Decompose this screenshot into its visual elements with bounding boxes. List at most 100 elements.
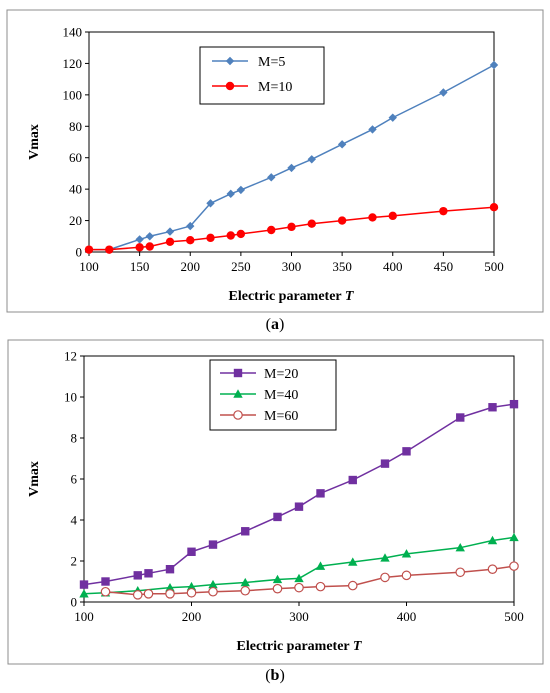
- data-point-m-40: [240, 577, 250, 587]
- data-point-m-10: [186, 236, 195, 245]
- x-axis-label-b: Electric parameter T: [237, 639, 363, 654]
- x-tick-label: 200: [182, 609, 202, 624]
- data-point-m-60: [186, 587, 197, 598]
- y-tick-label: 120: [63, 56, 83, 71]
- x-axis-label-a: Electric parameter T: [229, 289, 355, 304]
- data-point-m-5: [236, 185, 246, 195]
- data-point-m-10: [489, 203, 499, 212]
- y-tick-label: 20: [69, 213, 82, 228]
- data-point-m-60: [294, 582, 304, 593]
- data-point-m-10: [388, 211, 397, 221]
- y-axis-label-a: Vmax: [27, 124, 42, 160]
- data-point-m-40: [487, 535, 498, 545]
- panel-a: 0 20 40 60 80 100 120 140 100 150 200 250 300 350 400…: [6, 9, 544, 313]
- data-point-m-20: [273, 512, 282, 522]
- x-tick-label: 400: [383, 259, 403, 274]
- data-point-m-5: [186, 221, 195, 231]
- data-point-m-20: [456, 413, 465, 422]
- x-tick-label: 400: [397, 609, 417, 624]
- data-point-m-10: [84, 245, 94, 254]
- data-point-m-40: [380, 553, 390, 562]
- data-point-m-40: [509, 532, 519, 542]
- y-tick-label: 0: [76, 245, 83, 260]
- y-tick-label: 6: [71, 472, 78, 487]
- legend-label-m-20: M=20: [264, 367, 298, 382]
- y-tick-label: 2: [71, 554, 78, 569]
- data-point-m-60: [455, 567, 466, 578]
- data-point-m-20: [402, 447, 411, 456]
- data-point-m-10: [206, 233, 215, 243]
- data-point-m-40: [79, 589, 89, 598]
- data-point-m-5: [287, 163, 296, 173]
- data-point-m-10: [226, 231, 235, 240]
- legend-b: M=20 M=40 M=60: [209, 359, 337, 431]
- data-point-m-10: [287, 222, 296, 232]
- data-point-m-60: [509, 561, 519, 571]
- series-line-m-40: [83, 536, 515, 595]
- y-tick-label: 140: [63, 25, 83, 40]
- data-point-m-40: [165, 582, 175, 592]
- data-point-m-20: [79, 580, 89, 589]
- data-point-m-40: [272, 574, 283, 584]
- legend-label-m-40: M=40: [264, 388, 298, 403]
- data-point-m-10: [105, 245, 114, 254]
- y-tick-labels-a: 0 20 40 60 80 100 120 140: [63, 25, 89, 260]
- data-point-m-20: [488, 403, 497, 412]
- data-point-m-10: [368, 213, 377, 222]
- data-point-m-5: [145, 232, 154, 241]
- data-point-m-5: [165, 227, 175, 236]
- data-point-m-20: [101, 577, 110, 586]
- data-point-m-20: [509, 399, 519, 409]
- data-point-m-5: [439, 88, 448, 97]
- x-tick-label: 450: [434, 259, 454, 274]
- y-tick-label: 80: [69, 119, 82, 134]
- data-point-m-20: [133, 571, 142, 580]
- legend-label-m-5: M=5: [258, 55, 285, 70]
- data-point-m-20: [241, 527, 250, 536]
- legend-a: M=5 M=10: [199, 46, 325, 105]
- series-group-b: [79, 399, 519, 600]
- y-tick-label: 40: [69, 182, 82, 197]
- data-point-m-60: [165, 588, 175, 599]
- data-point-m-60: [487, 564, 498, 574]
- x-tick-label: 300: [282, 259, 302, 274]
- x-tick-label: 350: [332, 259, 352, 274]
- data-point-m-40: [208, 579, 218, 589]
- y-tick-label: 100: [63, 87, 83, 102]
- data-point-m-10: [337, 216, 347, 225]
- legend-marker-m-40: [233, 389, 243, 398]
- data-point-m-40: [294, 573, 304, 583]
- data-point-m-10: [135, 243, 144, 252]
- data-point-m-5: [135, 235, 144, 244]
- y-tick-label: 0: [71, 595, 78, 610]
- data-point-m-5: [226, 189, 235, 199]
- panel-b: 0 2 4 6 8 10 12 100 200 300 400 500 Vmax Electric …: [7, 339, 544, 665]
- data-point-m-5: [489, 60, 499, 70]
- data-point-m-5: [206, 199, 215, 208]
- data-point-m-60: [100, 586, 111, 597]
- x-tick-labels-b: 100 200 300 400 500: [74, 602, 524, 624]
- data-point-m-60: [240, 585, 251, 596]
- series-group-a: [84, 60, 499, 254]
- x-tick-label: 250: [231, 259, 251, 274]
- data-point-m-10: [439, 206, 448, 216]
- caption-b: (b): [265, 667, 285, 684]
- caption-a: (a): [266, 316, 285, 333]
- y-tick-label: 60: [69, 150, 82, 165]
- legend-marker-m-10: [225, 81, 235, 91]
- x-tick-label: 200: [181, 259, 201, 274]
- data-point-m-5: [388, 113, 397, 122]
- data-point-m-5: [368, 125, 377, 134]
- x-tick-label: 500: [484, 259, 504, 274]
- y-tick-label: 10: [64, 390, 77, 405]
- data-point-m-5: [337, 140, 347, 149]
- x-tick-label: 300: [289, 609, 309, 624]
- legend-marker-m-20: [233, 368, 243, 378]
- data-point-m-40: [455, 542, 465, 552]
- data-point-m-40: [348, 557, 358, 566]
- y-tick-label: 4: [71, 513, 78, 528]
- data-point-m-10: [145, 242, 154, 251]
- legend-marker-m-5: [225, 56, 235, 66]
- data-point-m-40: [186, 581, 197, 591]
